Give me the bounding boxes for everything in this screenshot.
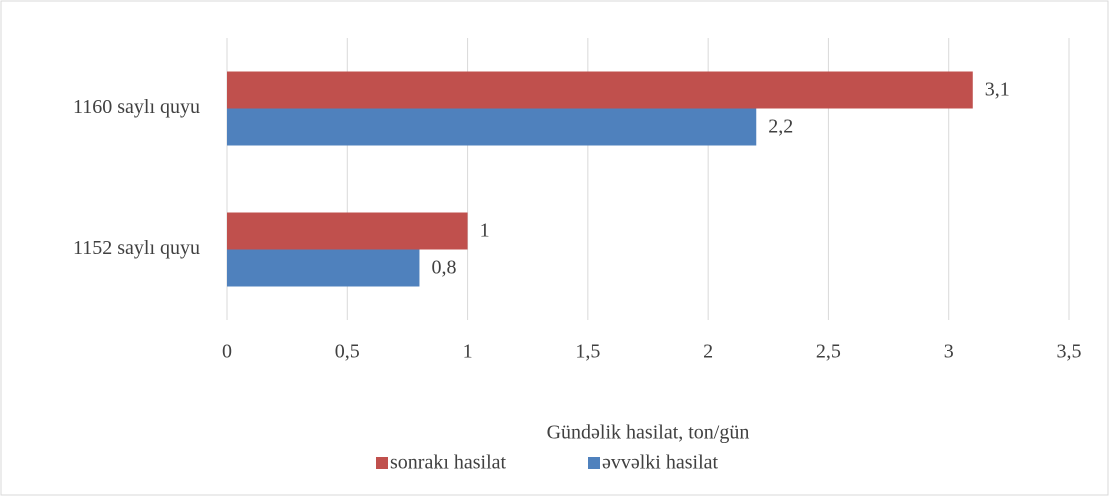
bar xyxy=(227,212,468,250)
bar xyxy=(227,249,420,287)
bar xyxy=(227,71,973,109)
data-label: 2,2 xyxy=(768,116,793,138)
x-tick-label: 1,5 xyxy=(575,341,600,363)
legend-label: əvvəlki hasilat xyxy=(602,452,719,474)
data-label: 1 xyxy=(480,220,490,242)
y-tick-label: 1160 saylı quyu xyxy=(73,96,200,118)
x-axis-title: Gündəlik hasilat, ton/gün xyxy=(547,422,750,444)
legend-label: sonrakı hasilat xyxy=(390,452,507,474)
x-tick-label: 0,5 xyxy=(335,341,360,363)
legend-swatch xyxy=(588,457,600,469)
y-tick-label: 1152 saylı quyu xyxy=(73,237,200,259)
x-tick-label: 2,5 xyxy=(816,341,841,363)
legend-swatch xyxy=(376,457,388,469)
data-label: 3,1 xyxy=(985,79,1010,101)
x-tick-label: 0 xyxy=(222,341,232,363)
data-label: 0,8 xyxy=(431,257,456,279)
x-tick-label: 3,5 xyxy=(1057,341,1082,363)
x-tick-label: 1 xyxy=(463,341,473,363)
x-tick-label: 2 xyxy=(703,341,713,363)
x-tick-label: 3 xyxy=(944,341,954,363)
bar xyxy=(227,108,757,146)
